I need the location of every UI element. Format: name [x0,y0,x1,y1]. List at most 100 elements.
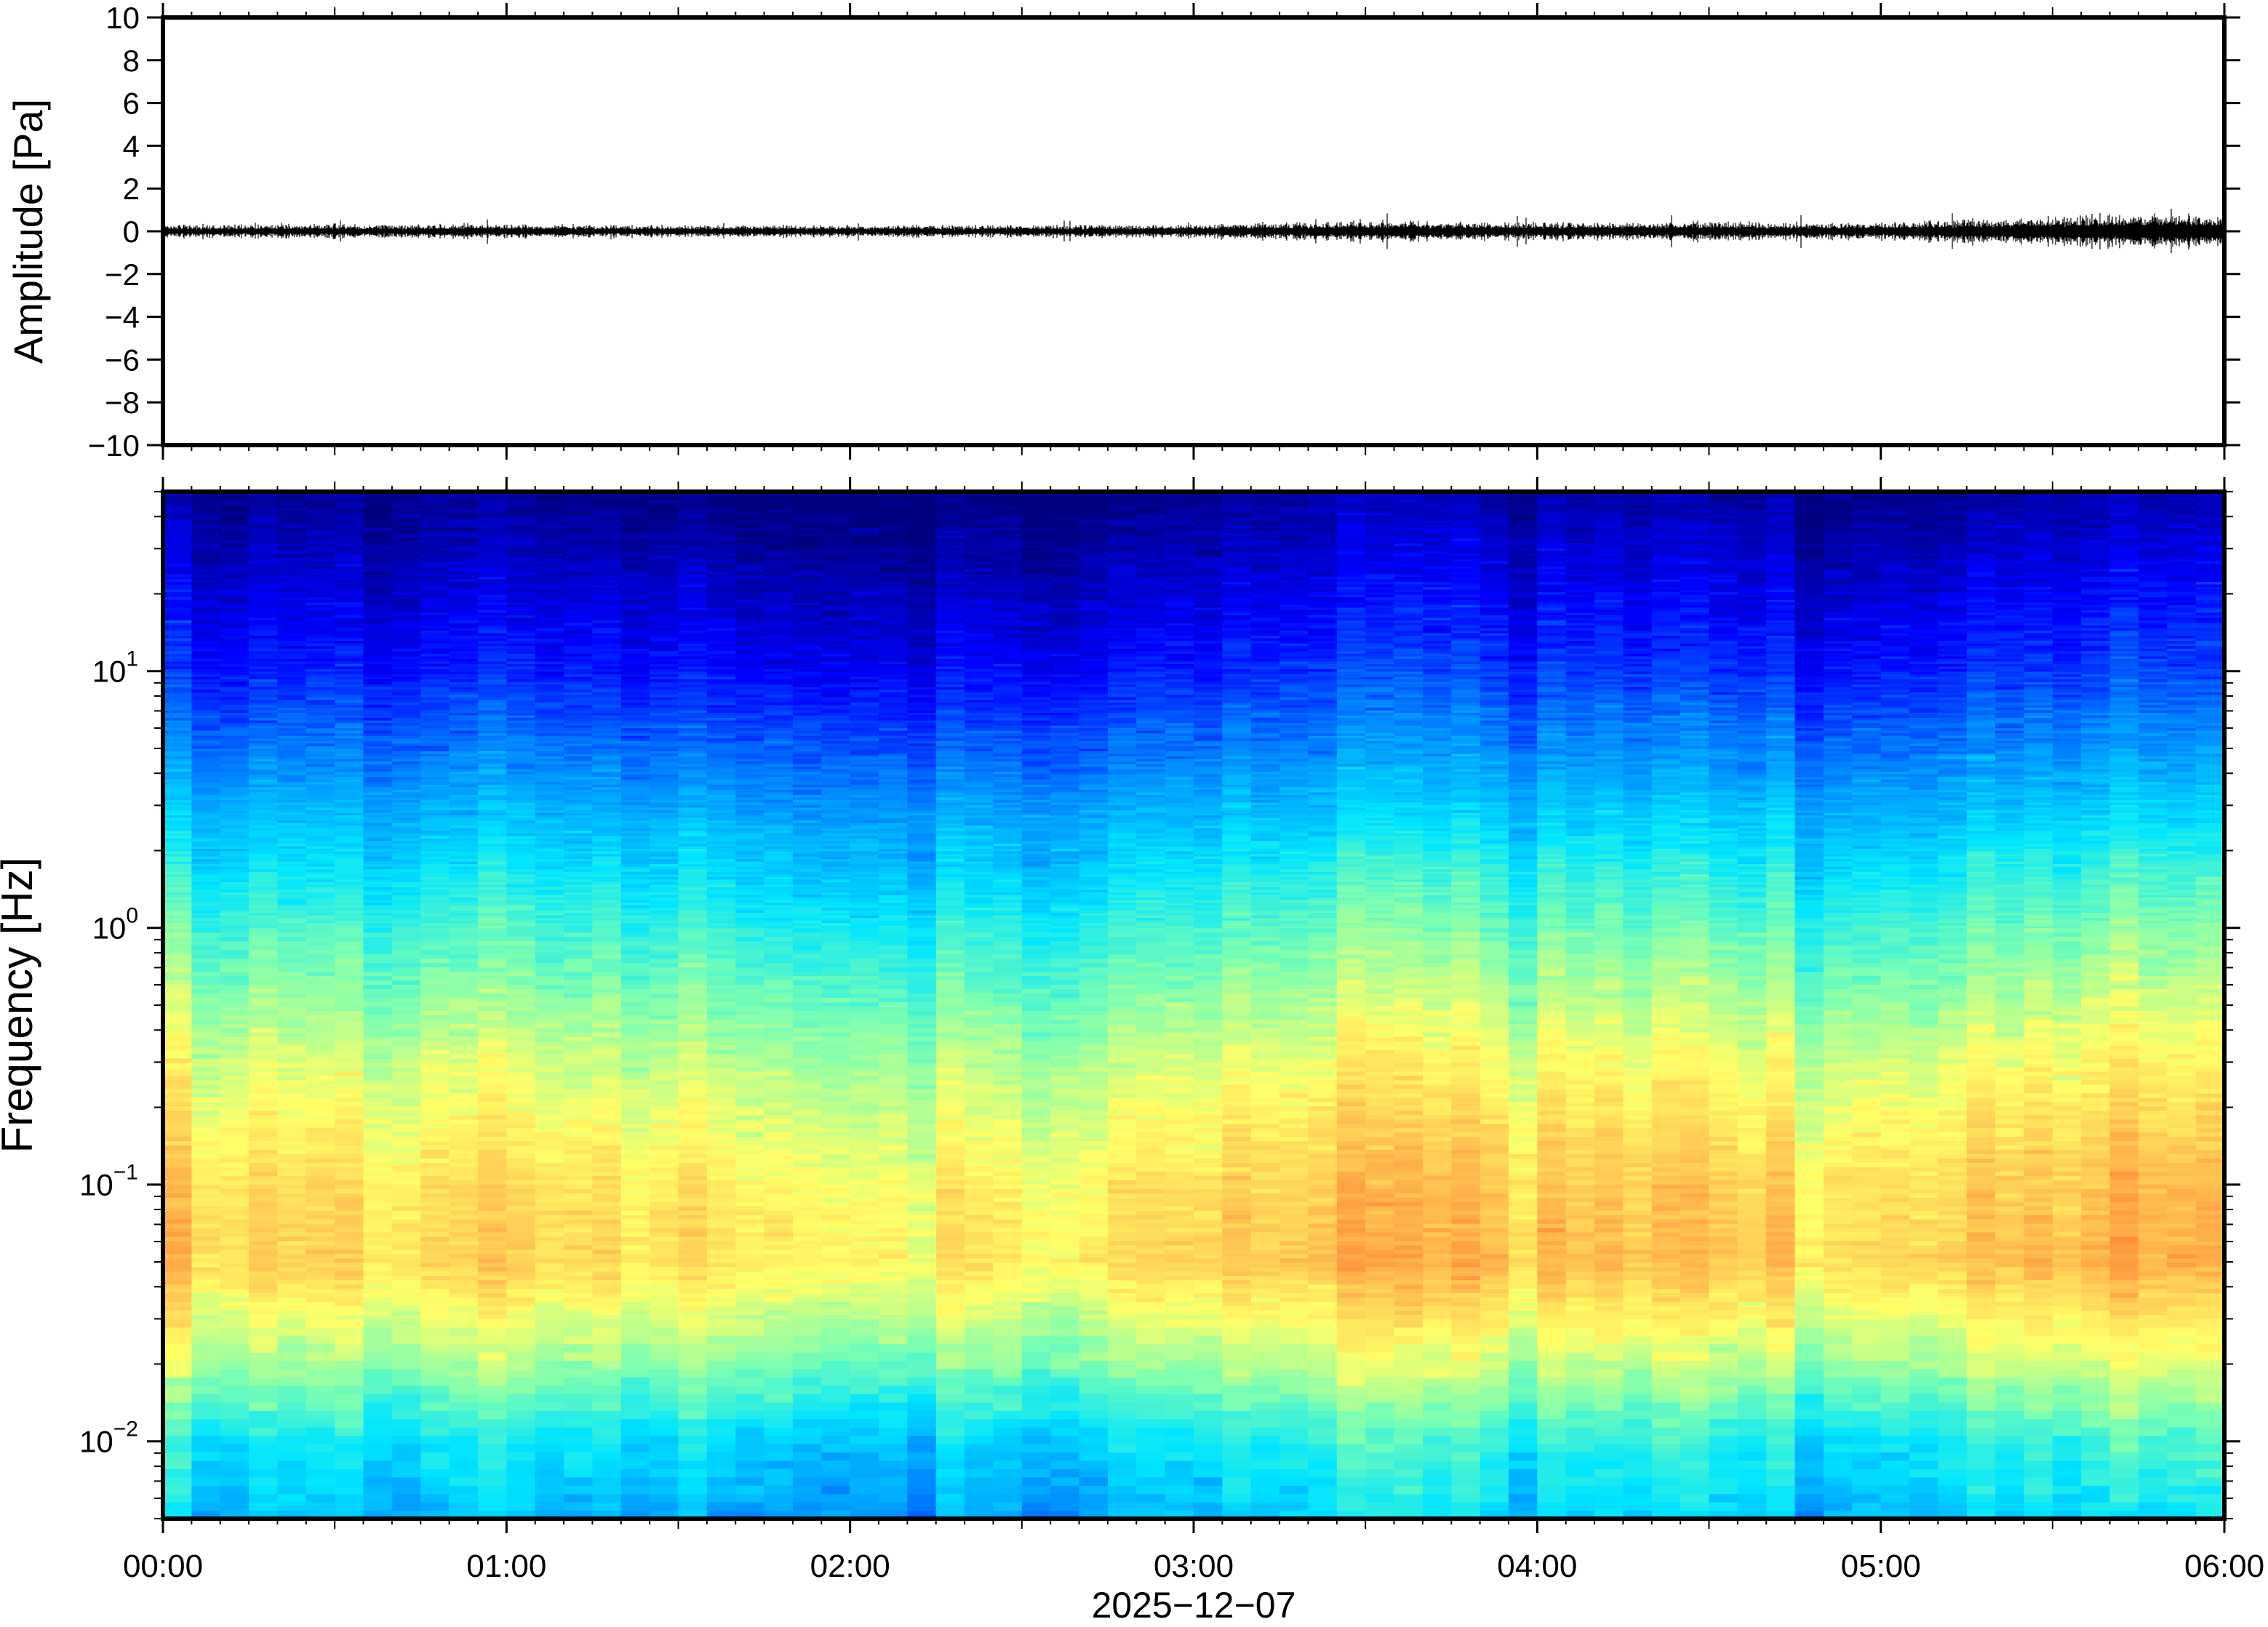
spectrogram-cell [364,1394,393,1402]
spectrogram-cell [592,915,621,918]
spectrogram-cell [478,950,507,955]
spectrogram-cell [249,1124,278,1129]
spectrogram-cell [277,823,306,826]
spectrogram-cell [335,1292,364,1298]
spectrogram-cell [450,535,479,538]
spectrogram-cell [163,874,192,877]
spectrogram-cell [220,604,249,607]
spectrogram-cell [592,769,621,772]
spectrogram-cell [478,579,507,582]
spectrogram-cell [450,937,479,942]
spectrogram-cell [420,569,450,572]
spectrogram-cell [163,510,192,513]
spectrogram-cell [420,1162,450,1167]
spectrogram-cell [450,794,479,797]
spectrogram-cell [306,712,335,715]
spectrogram-cell [564,826,593,828]
spectrogram-cell [392,602,421,605]
spectrogram-cell [163,684,192,687]
spectrogram-cell [335,1267,364,1272]
spectrogram-cell [277,769,306,772]
spectrogram-cell [506,753,535,756]
spectrogram-cell [420,913,450,916]
spectrogram-cell [535,777,564,780]
spectrogram-cell [420,1041,450,1046]
spectrogram-cell [392,858,421,861]
spectrogram-cell [249,789,278,792]
spectrogram-cell [420,668,450,671]
spectrogram-cell [420,853,450,856]
spectrogram-cell [277,1502,306,1511]
spectrogram-cell [535,735,564,738]
spectrogram-cell [163,1058,192,1063]
spectrogram-cell [364,679,393,682]
spectrogram-cell [506,807,535,810]
spectrogram-cell [621,1115,650,1120]
spectrogram-cell [392,1136,421,1141]
spectrogram-cell [592,1041,621,1046]
spectrogram-cell [535,802,564,805]
spectrogram-cell [535,820,564,823]
spectrogram-cell [277,1292,306,1298]
spectrogram-cell [621,1084,650,1090]
spectrogram-cell [450,1419,479,1428]
spectrogram-cell [335,700,364,703]
spectrogram-image [163,492,2225,1519]
spectrogram-cell [592,954,621,959]
spectrogram-cell [191,735,220,738]
spectrogram-cell [392,609,421,612]
spectrogram-cell [220,535,249,538]
spectrogram-cell [191,676,220,679]
spectrogram-cell [420,920,450,923]
spectrogram-cell [564,1080,593,1085]
spectrogram-cell [277,661,306,664]
spectrogram-cell [335,638,364,641]
spectrogram-cell [335,609,364,612]
spectrogram-cell [450,695,479,697]
spectrogram-cell [335,574,364,577]
spectrogram-cell [392,1284,421,1290]
spectrogram-cell [364,712,393,715]
spectrogram-cell [621,792,650,795]
spectrogram-cell [191,522,220,525]
waveform-y-tick-label: 0 [123,215,140,249]
spectrogram-cell [249,1327,278,1336]
spectrogram-cell [621,1361,650,1370]
spectrogram-cell [277,663,306,666]
spectrogram-cell [450,1352,479,1361]
spectrogram-cell [420,799,450,802]
spectrogram-cell [220,717,249,720]
spectrogram-cell [506,556,535,559]
spectrogram-cell [191,663,220,666]
spectrogram-cell [592,1236,621,1242]
spectrogram-cell [592,545,621,548]
spectrogram-cell [277,1223,306,1228]
spectrogram-cell [277,874,306,877]
spectrogram-cell [420,1084,450,1090]
spectrogram-cell [392,545,421,548]
spectrogram-cell [364,636,393,639]
spectrogram-cell [249,571,278,574]
spectrogram-cell [191,648,220,651]
spectrogram-cell [163,717,192,720]
spectrogram-cell [249,836,278,839]
spectrogram-cell [592,705,621,708]
spectrogram-cell [306,971,335,976]
spectrogram-cell [220,589,249,592]
spectrogram-cell [364,1502,393,1511]
spectrogram-cell [535,884,564,887]
spectrogram-cell [364,705,393,708]
spectrogram-cell [392,1232,421,1237]
spectrogram-cell [621,636,650,639]
spectrogram-cell [564,517,593,520]
spectrogram-cell [191,1076,220,1081]
spectrogram-cell [335,1319,364,1327]
spectrogram-cell [450,751,479,753]
spectrogram-cell [564,861,593,864]
spectrogram-cell [420,712,450,715]
spectrogram-cell [478,802,507,805]
spectrogram-cell [506,861,535,864]
spectrogram-cell [163,1140,192,1146]
spectrogram-cell [392,908,421,911]
spectrogram-cell [450,1206,479,1211]
